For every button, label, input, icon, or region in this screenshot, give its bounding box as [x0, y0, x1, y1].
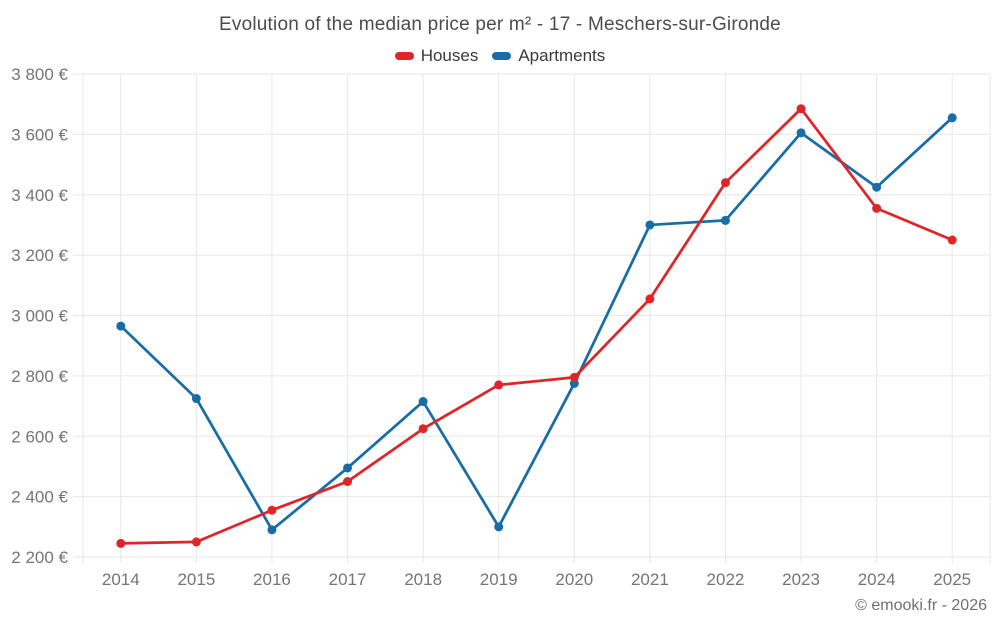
y-axis-label: 2 200 € [11, 548, 68, 567]
x-axis-label-2021: 2021 [631, 570, 669, 589]
point-apartments-2025[interactable] [947, 113, 957, 123]
x-axis-label-2019: 2019 [480, 570, 518, 589]
copyright: © emooki.fr - 2026 [855, 597, 987, 614]
point-houses-2016[interactable] [267, 505, 277, 515]
y-axis-label: 3 800 € [11, 65, 68, 84]
point-apartments-2019[interactable] [494, 522, 504, 532]
apartments-series-swatch [492, 52, 512, 60]
y-axis-label: 2 400 € [11, 488, 68, 507]
point-houses-2017[interactable] [343, 477, 353, 487]
y-axis-label: 3 200 € [11, 246, 68, 265]
point-houses-2023[interactable] [796, 104, 806, 114]
point-apartments-2015[interactable] [191, 394, 201, 404]
x-axis-label-2020: 2020 [555, 570, 593, 589]
y-axis-label: 3 000 € [11, 307, 68, 326]
point-apartments-2016[interactable] [267, 525, 277, 535]
point-houses-2025[interactable] [947, 235, 957, 245]
point-houses-2022[interactable] [720, 178, 730, 188]
point-apartments-2023[interactable] [796, 128, 806, 138]
legend-label-houses: Houses [420, 46, 479, 65]
point-houses-2019[interactable] [494, 380, 504, 390]
y-axis-label: 2 600 € [11, 427, 68, 446]
point-apartments-2014[interactable] [116, 321, 126, 331]
point-houses-2020[interactable] [569, 372, 579, 382]
legend-item-apartments[interactable]: Apartments [492, 46, 605, 66]
x-axis-label-2023: 2023 [782, 570, 820, 589]
y-axis-label: 3 400 € [11, 186, 68, 205]
point-houses-2024[interactable] [872, 203, 882, 213]
legend: Houses Apartments [0, 45, 1000, 67]
x-axis-label-2024: 2024 [858, 570, 896, 589]
point-houses-2015[interactable] [191, 537, 201, 547]
x-axis-label-2018: 2018 [404, 570, 442, 589]
point-apartments-2018[interactable] [418, 397, 428, 407]
point-houses-2014[interactable] [116, 538, 126, 548]
x-axis-label-2014: 2014 [102, 570, 140, 589]
legend-label-apartments: Apartments [518, 46, 606, 65]
x-axis-label-2016: 2016 [253, 570, 291, 589]
y-axis-label: 3 600 € [11, 125, 68, 144]
point-apartments-2024[interactable] [872, 182, 882, 192]
legend-item-houses[interactable]: Houses [394, 46, 479, 66]
x-axis-label-2015: 2015 [177, 570, 215, 589]
point-apartments-2022[interactable] [720, 215, 730, 225]
houses-series-swatch [394, 52, 414, 60]
chart-title: Evolution of the median price per m² - 1… [219, 14, 781, 35]
line-apartments [119, 116, 954, 532]
y-axis-label: 2 800 € [11, 367, 68, 386]
x-axis-label-2025: 2025 [933, 570, 971, 589]
x-axis-label-2017: 2017 [329, 570, 367, 589]
point-apartments-2017[interactable] [343, 463, 353, 473]
point-houses-2018[interactable] [418, 424, 428, 434]
x-axis-label-2022: 2022 [707, 570, 745, 589]
point-apartments-2021[interactable] [645, 220, 655, 230]
line-houses [119, 107, 954, 545]
point-houses-2021[interactable] [645, 294, 655, 304]
